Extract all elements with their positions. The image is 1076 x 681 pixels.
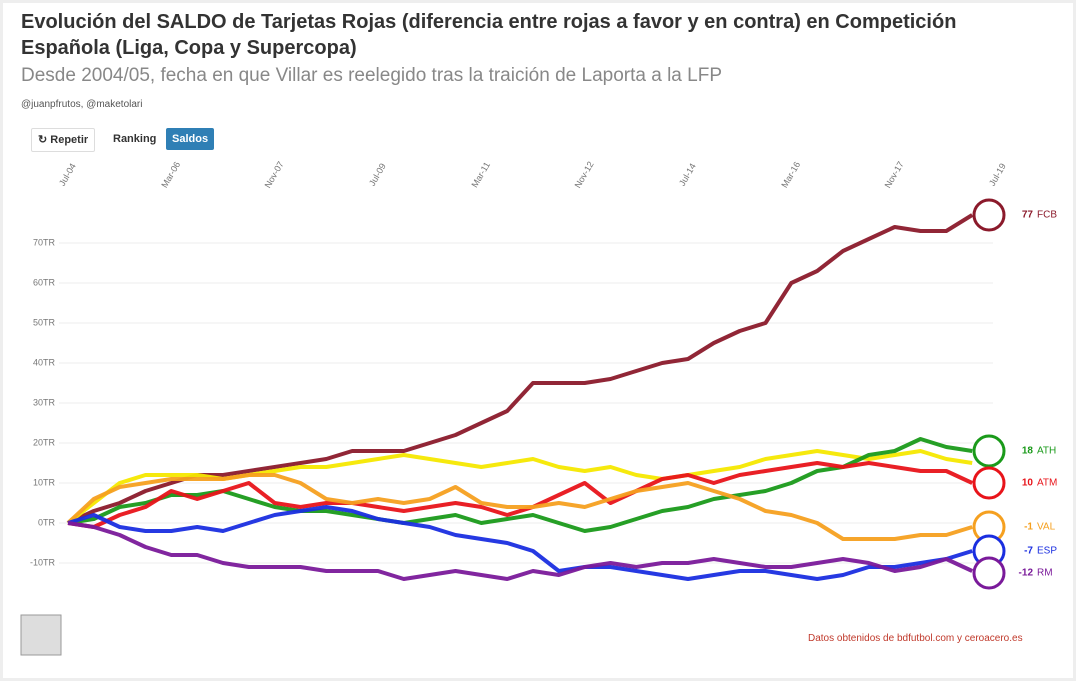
team-logo: [972, 556, 1006, 590]
y-tick-label: 70TR: [33, 237, 56, 247]
legend-label: FCB: [1037, 210, 1057, 221]
legend-label: ESP: [1037, 546, 1057, 557]
y-tick-label: 10TR: [33, 477, 56, 487]
legend-label: ATH: [1037, 446, 1056, 457]
series-line: [67, 521, 974, 581]
y-tick-label: 20TR: [33, 437, 56, 447]
y-tick-label: 30TR: [33, 397, 56, 407]
team-logo: [972, 434, 1006, 468]
end-value-label: 10: [1022, 478, 1034, 489]
title: Evolución del SALDO de Tarjetas Rojas (d…: [21, 11, 957, 59]
y-tick-label: 0TR: [38, 517, 56, 527]
legend-label: RM: [1037, 568, 1053, 579]
team-logo: [972, 198, 1006, 232]
y-tick-label: 50TR: [33, 317, 56, 327]
saldos-button[interactable]: Saldos: [166, 128, 215, 150]
series-line: [67, 505, 973, 581]
credits: @juanpfrutos, @maketolari: [21, 99, 143, 110]
x-tick-label: Nov-07: [263, 160, 286, 190]
series-line: [67, 213, 974, 525]
y-tick-label: 60TR: [33, 277, 56, 287]
end-value-label: -7: [1024, 546, 1033, 557]
series-line: [66, 473, 973, 541]
subtitle: Desde 2004/05, fecha en que Villar es re…: [21, 65, 722, 86]
button-label: Repetir: [50, 134, 89, 146]
x-tick-label: Jul-14: [677, 162, 698, 188]
x-tick-label: Mar-06: [159, 160, 182, 190]
x-tick-label: Jul-09: [367, 162, 388, 188]
x-tick-label: Jul-04: [57, 162, 78, 188]
footer: Datos obtenidos de bdfutbol.com y ceroac…: [808, 633, 1023, 644]
x-tick-label: Jul-19: [987, 162, 1008, 188]
ranking-button[interactable]: Ranking: [113, 133, 157, 145]
end-value-label: 18: [1022, 446, 1034, 457]
x-tick-label: Nov-17: [883, 160, 906, 190]
y-tick-label: 40TR: [33, 357, 56, 367]
chart: -10TR 0TR 10TR 20TR 30TR 40TR 50TR 60TR 70TR Jul-…: [20, 160, 1057, 656]
x-tick-label: Mar-16: [779, 160, 802, 190]
legend-label: ATM: [1037, 478, 1057, 489]
legend-label: VAL: [1037, 522, 1056, 533]
series-line: [67, 461, 974, 529]
x-tick-label: Mar-11: [470, 160, 493, 189]
end-value-label: -12: [1019, 568, 1034, 579]
y-tick-label: -10TR: [30, 557, 56, 567]
end-value-label: 77: [1022, 210, 1034, 221]
x-tick-label: Nov-12: [573, 160, 596, 190]
replay-button[interactable]: ↻ Repetir: [31, 128, 96, 152]
end-value-label: -1: [1024, 522, 1033, 533]
team-logo: [972, 466, 1006, 500]
logo: [20, 614, 62, 656]
